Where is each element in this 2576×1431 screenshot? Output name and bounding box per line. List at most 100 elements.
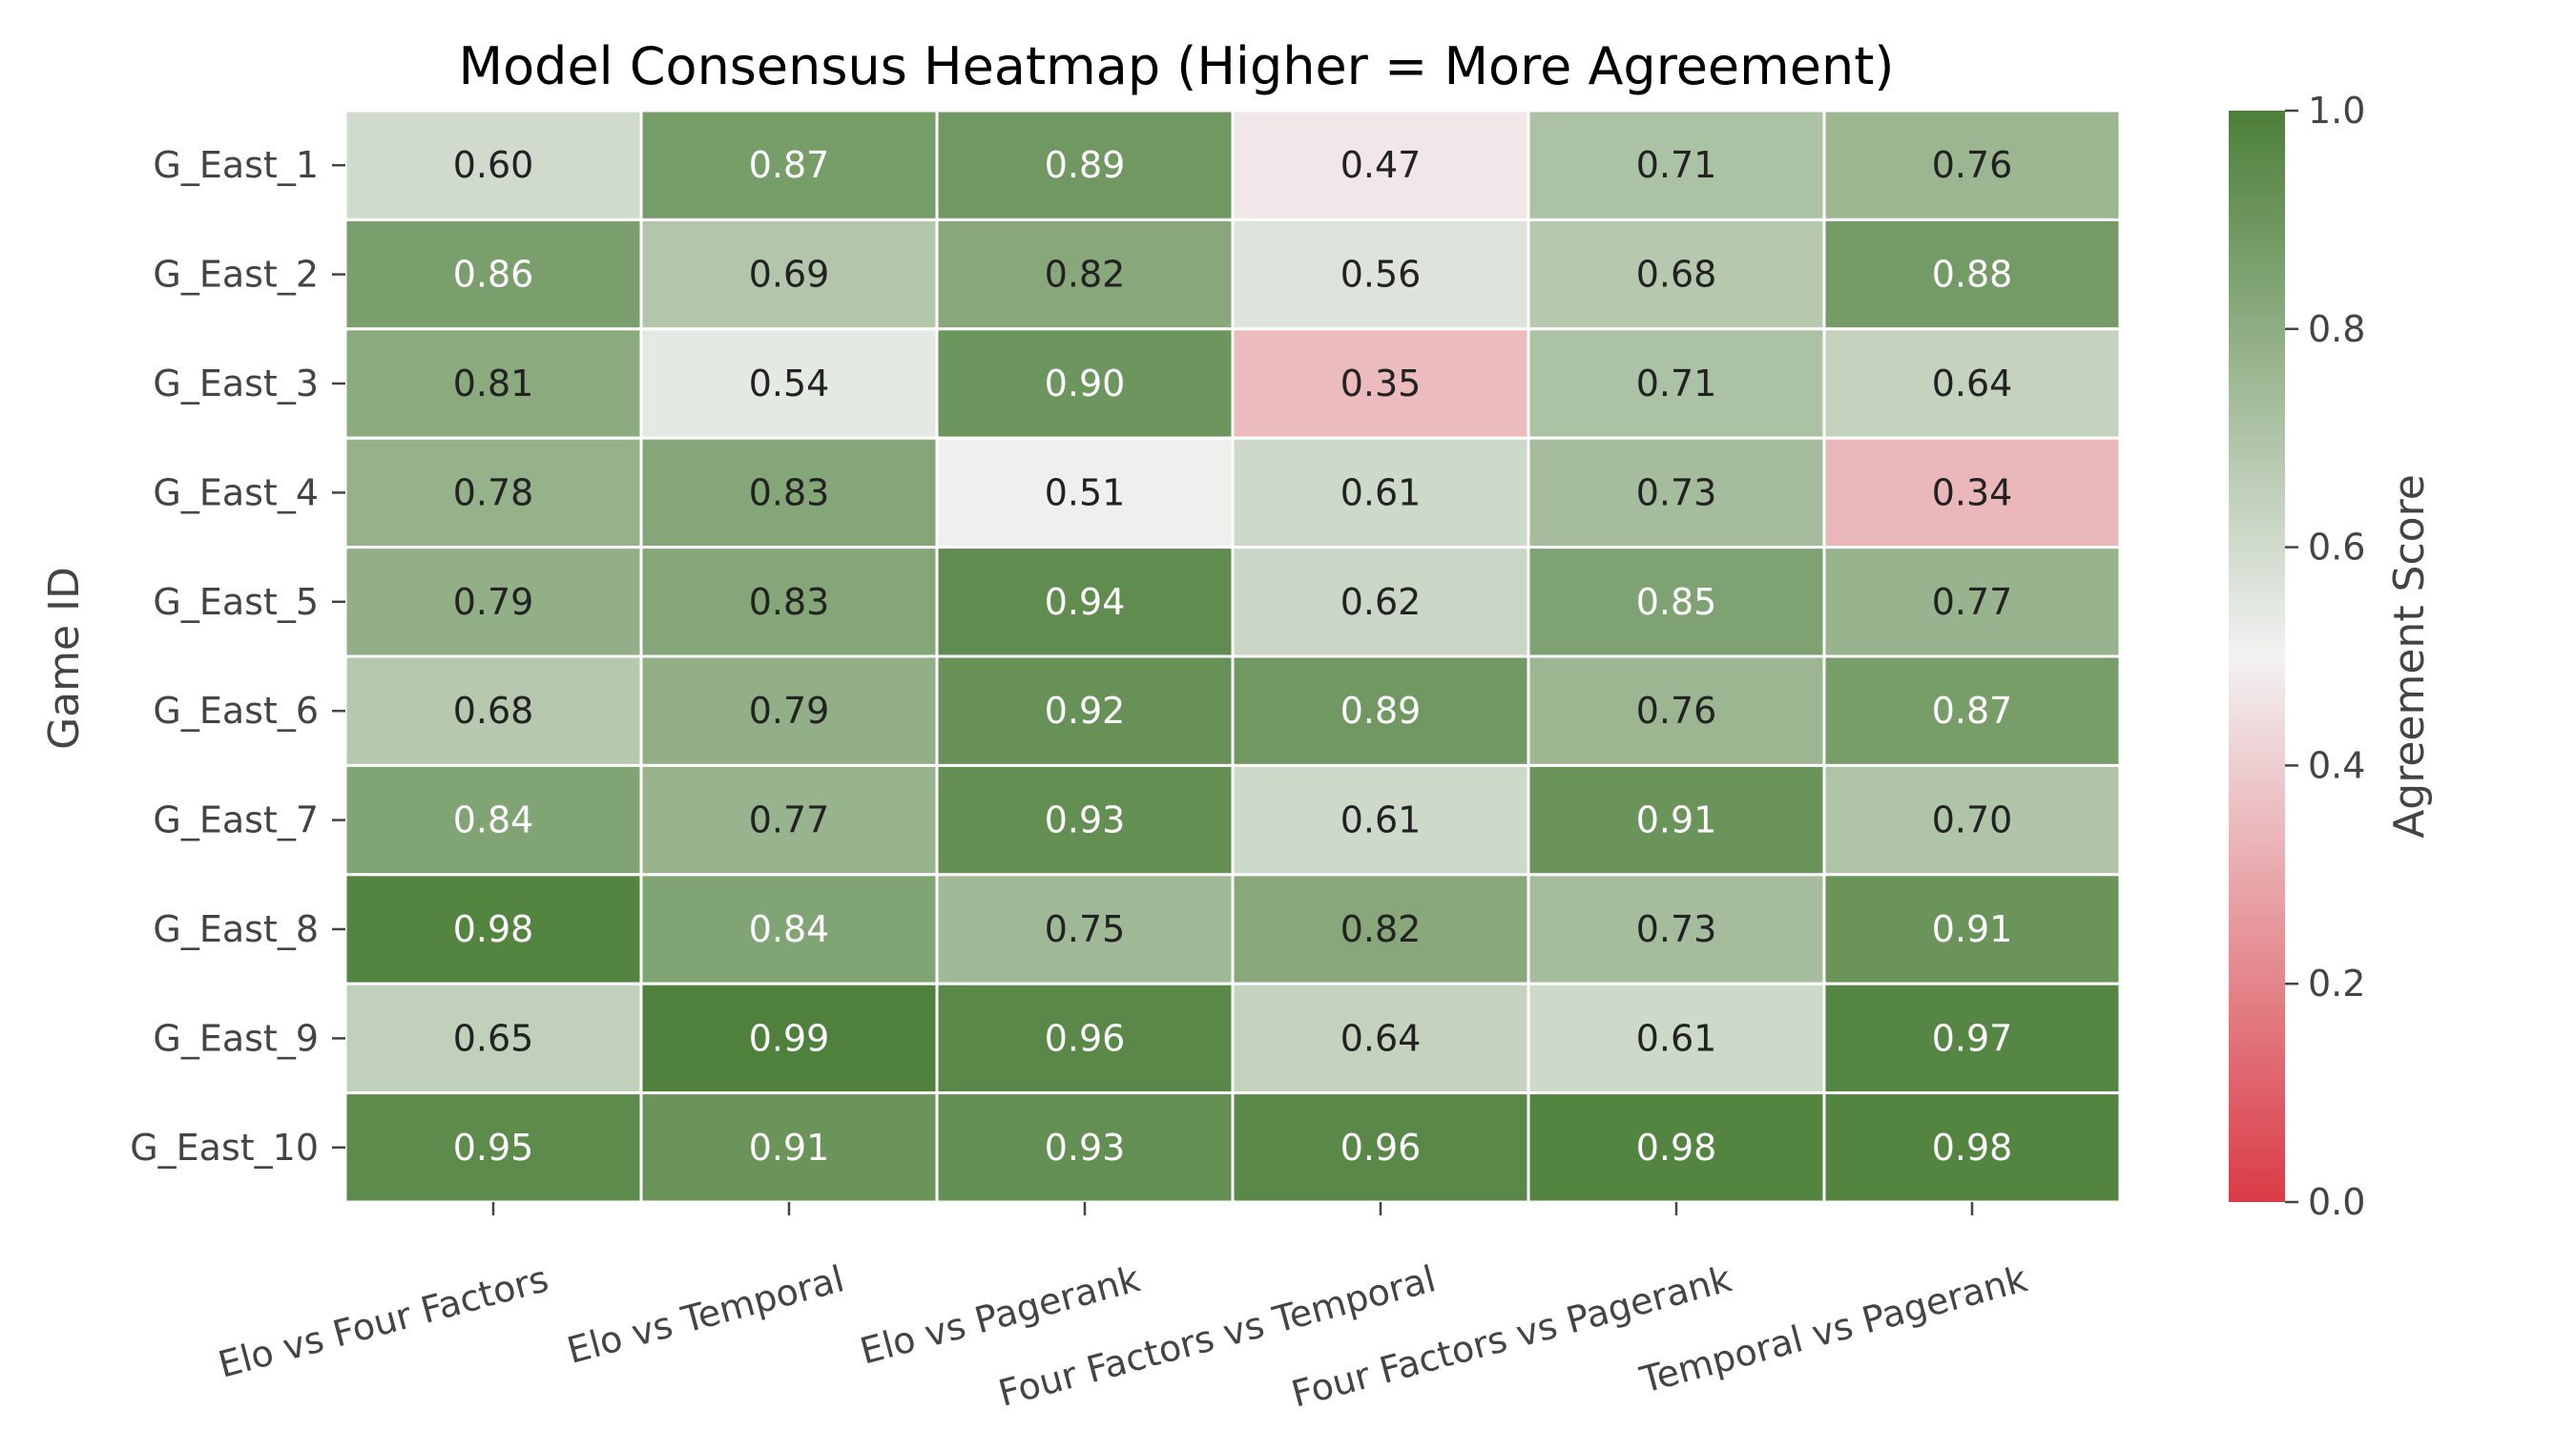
cell-value-label: 0.91 (749, 1127, 830, 1169)
heatmap-cell (935, 436, 1235, 550)
heatmap-cell (935, 763, 1235, 877)
cell-value-label: 0.70 (1932, 799, 2013, 841)
cell-value-label: 0.94 (1045, 581, 1126, 623)
cell-value-label: 0.64 (1932, 363, 2013, 404)
cell-value-label: 0.78 (453, 471, 534, 513)
y-tick-label: G_East_10 (130, 1127, 319, 1169)
cell-value-label: 0.87 (1932, 690, 2013, 732)
colorbar-tick-label: 0.0 (2308, 1181, 2365, 1223)
heatmap-cell (343, 1091, 643, 1204)
cell-value-label: 0.34 (1932, 471, 2013, 513)
cell-value-label: 0.65 (453, 1017, 534, 1059)
cell-value-label: 0.88 (1932, 254, 2013, 296)
cell-value-label: 0.68 (453, 690, 534, 732)
colorbar: 0.0 0.2 0.4 0.6 0.8 1.0 (2229, 90, 2365, 1223)
cell-value-label: 0.64 (1340, 1017, 1422, 1059)
heatmap-cells: 0.60 0.87 0.89 0.47 0.71 0.76 0.86 0.69 0.82 0.56… (343, 109, 2122, 1204)
cell-value-label: 0.95 (453, 1127, 534, 1169)
colorbar-tick-label: 0.2 (2308, 963, 2365, 1005)
y-tick-label: G_East_3 (153, 363, 319, 404)
cell-value-label: 0.73 (1636, 908, 1717, 950)
heatmap-cell (1822, 873, 2122, 985)
cell-value-label: 0.92 (1045, 690, 1126, 732)
cell-value-label: 0.82 (1045, 254, 1126, 296)
y-tick-label: G_East_7 (153, 799, 319, 841)
cell-value-label: 0.96 (1045, 1017, 1126, 1059)
cell-value-label: 0.79 (453, 581, 534, 623)
cell-value-label: 0.98 (1636, 1127, 1717, 1169)
cell-value-label: 0.91 (1636, 799, 1717, 841)
x-tick-label: Elo vs Four Factors (214, 1257, 552, 1386)
cell-value-label: 0.83 (749, 471, 830, 513)
colorbar-tick-label: 0.4 (2308, 744, 2365, 786)
heatmap-cell (1527, 1091, 1826, 1204)
cell-value-label: 0.71 (1636, 363, 1717, 404)
heatmap-cell (343, 546, 643, 658)
colorbar-tick-label: 0.6 (2308, 527, 2365, 569)
cell-value-label: 0.71 (1636, 144, 1717, 186)
heatmap-cell (639, 1091, 939, 1204)
heatmap-cell (1822, 763, 2122, 877)
y-tick-label: G_East_2 (153, 254, 319, 296)
cell-value-label: 0.84 (453, 799, 534, 841)
heatmap-cell (1527, 982, 1826, 1095)
heatmap-cell (639, 327, 939, 440)
colorbar-label: Agreement Score (2385, 474, 2434, 839)
heatmap-cell (1822, 218, 2122, 331)
heatmap-cell (1527, 327, 1826, 440)
heatmap-cell (343, 654, 643, 767)
heatmap-cell (1231, 763, 1530, 877)
cell-value-label: 0.60 (453, 144, 534, 186)
y-tick-label: G_East_4 (153, 471, 319, 513)
cell-value-label: 0.76 (1636, 690, 1717, 732)
cell-value-label: 0.89 (1340, 690, 1422, 732)
cell-value-label: 0.82 (1340, 908, 1422, 950)
heatmap-cell (343, 982, 643, 1095)
y-axis-label: Game ID (40, 567, 89, 750)
cell-value-label: 0.73 (1636, 471, 1717, 513)
cell-value-label: 0.35 (1340, 363, 1422, 404)
cell-value-label: 0.69 (749, 254, 830, 296)
colorbar-tick-label: 0.8 (2308, 308, 2365, 350)
x-tick-label: Elo vs Temporal (563, 1257, 848, 1372)
heatmap-cell (1231, 327, 1530, 440)
cell-value-label: 0.77 (1932, 581, 2013, 623)
heatmap-cell (935, 109, 1235, 221)
cell-value-label: 0.89 (1045, 144, 1126, 186)
cell-value-label: 0.76 (1932, 144, 2013, 186)
cell-value-label: 0.51 (1045, 471, 1126, 513)
heatmap-cell (343, 763, 643, 877)
y-tick-label: G_East_1 (153, 144, 319, 186)
colorbar-gradient (2229, 111, 2285, 1202)
heatmap-cell (1822, 109, 2122, 221)
heatmap-cell (935, 982, 1235, 1095)
heatmap-cell (1822, 982, 2122, 1095)
heatmap-cell (343, 436, 643, 550)
heatmap-cell (935, 873, 1235, 985)
cell-value-label: 0.93 (1045, 799, 1126, 841)
cell-value-label: 0.68 (1636, 254, 1717, 296)
heatmap-cell (1527, 546, 1826, 658)
cell-value-label: 0.61 (1340, 799, 1422, 841)
y-tick-label: G_East_8 (153, 908, 319, 950)
cell-value-label: 0.85 (1636, 581, 1717, 623)
heatmap-cell (1527, 436, 1826, 550)
heatmap-cell (639, 218, 939, 331)
cell-value-label: 0.93 (1045, 1127, 1126, 1169)
heatmap-cell (1822, 546, 2122, 658)
cell-value-label: 0.91 (1932, 908, 2013, 950)
cell-value-label: 0.98 (1932, 1127, 2013, 1169)
heatmap-cell (1231, 873, 1530, 985)
heatmap-cell (1822, 436, 2122, 550)
heatmap-cell (1231, 546, 1530, 658)
cell-value-label: 0.84 (749, 908, 830, 950)
cell-value-label: 0.56 (1340, 254, 1422, 296)
y-tick-label: G_East_9 (153, 1017, 319, 1059)
heatmap-cell (343, 873, 643, 985)
cell-value-label: 0.61 (1636, 1017, 1717, 1059)
heatmap-cell (639, 982, 939, 1095)
cell-value-label: 0.86 (453, 254, 534, 296)
y-tick-label: G_East_5 (153, 581, 319, 623)
heatmap-cell (639, 109, 939, 221)
